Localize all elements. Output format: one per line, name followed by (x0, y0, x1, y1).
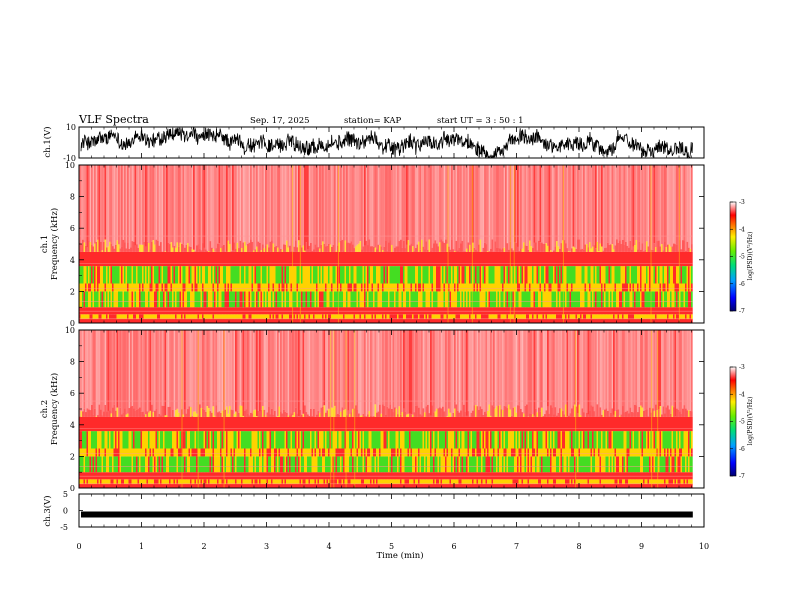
ch1-waveform-panel: 10 -10 ch.1(V) (42, 123, 705, 163)
ch1-waveform-trace (80, 127, 693, 159)
time-tick-label: 0 (76, 542, 81, 551)
freq-tick-label: 10 (65, 161, 75, 170)
freq-tick-label: 6 (70, 389, 75, 398)
ch1-colorbar-label: log(PSD)(V²/Hz) (747, 232, 754, 281)
ch3-wave-ylabel: ch.3(V) (42, 495, 53, 526)
colorbar-tick-label: -4 (739, 226, 745, 233)
colorbar-tick-label: -3 (739, 364, 745, 371)
station-label: station= KAP (344, 116, 402, 126)
ch2-freq-ylabel: Frequency (kHz) (49, 373, 60, 445)
time-axis-label: Time (min) (376, 550, 423, 561)
ch1-ytick-bottom: -10 (63, 154, 76, 163)
date-label: Sep. 17, 2025 (250, 116, 310, 126)
freq-tick-label: 8 (70, 193, 75, 202)
colorbar-tick-label: -7 (739, 308, 745, 315)
ch1-spectrogram-image (79, 165, 693, 323)
colorbar-tick-label: -5 (739, 254, 745, 261)
ch2-freq-ylabel-channel: ch.2 (40, 400, 50, 418)
colorbar-tick-label: -7 (739, 473, 745, 480)
freq-tick-label: 10 (65, 326, 75, 335)
freq-tick-label: 0 (70, 319, 75, 328)
time-tick-label: 6 (451, 542, 456, 551)
freq-tick-label: 8 (70, 358, 75, 367)
figure-title: VLF Spectra (78, 113, 149, 126)
ch1-freq-ylabel: Frequency (kHz) (49, 208, 60, 280)
start-time-label: start UT = 3 : 50 : 1 (437, 116, 524, 126)
ch3-tick-label: -5 (60, 523, 68, 532)
colorbar-tick-label: -6 (739, 281, 745, 288)
freq-tick-label: 4 (70, 421, 75, 430)
ch1-freq-ylabel-channel: ch.1 (40, 235, 50, 253)
time-tick-label: 8 (576, 542, 581, 551)
ch2-spectrogram-image (79, 330, 693, 488)
ch3-waveform-panel: 5 0 -5 ch.3(V) (42, 490, 705, 532)
ch1-ytick-top: 10 (66, 123, 76, 132)
ch1-spectrogram-panel: 0 2 4 6 8 10 ch.1 Frequency (kHz) (40, 161, 705, 328)
time-tick-label: 10 (699, 542, 709, 551)
ch3-tick-label: 0 (63, 507, 68, 516)
colorbar-tick-label: -4 (739, 391, 745, 398)
time-tick-label: 2 (201, 542, 206, 551)
ch1-colorbar: -3 -4 -5 -6 -7 log(PSD)(V²/Hz) (729, 199, 754, 315)
ch3-waveform-trace (81, 511, 693, 518)
time-tick-label: 4 (326, 542, 331, 551)
freq-tick-label: 2 (70, 287, 75, 296)
ch2-colorbar-label: log(PSD)(V²/Hz) (747, 397, 754, 446)
freq-tick-label: 4 (70, 256, 75, 265)
time-tick-label: 1 (139, 542, 144, 551)
ch2-colorbar: -3 -4 -5 -6 -7 log(PSD)(V²/Hz) (729, 364, 754, 480)
colorbar-tick-label: -3 (739, 199, 745, 206)
time-tick-label: 5 (389, 542, 394, 551)
freq-tick-label: 0 (70, 484, 75, 493)
time-tick-label: 9 (639, 542, 644, 551)
freq-tick-label: 6 (70, 224, 75, 233)
ch1-wave-ylabel: ch.1(V) (42, 126, 53, 157)
time-axis: 0 1 2 3 4 5 6 7 8 9 10 (76, 127, 709, 551)
ch3-tick-label: 5 (63, 490, 68, 499)
ch2-spectrogram-panel: 0 2 4 6 8 10 ch.2 Frequency (kHz) (40, 326, 705, 493)
freq-tick-label: 2 (70, 452, 75, 461)
time-tick-label: 7 (514, 542, 519, 551)
colorbar-tick-label: -5 (739, 419, 745, 426)
colorbar-tick-label: -6 (739, 446, 745, 453)
time-tick-label: 3 (264, 542, 269, 551)
